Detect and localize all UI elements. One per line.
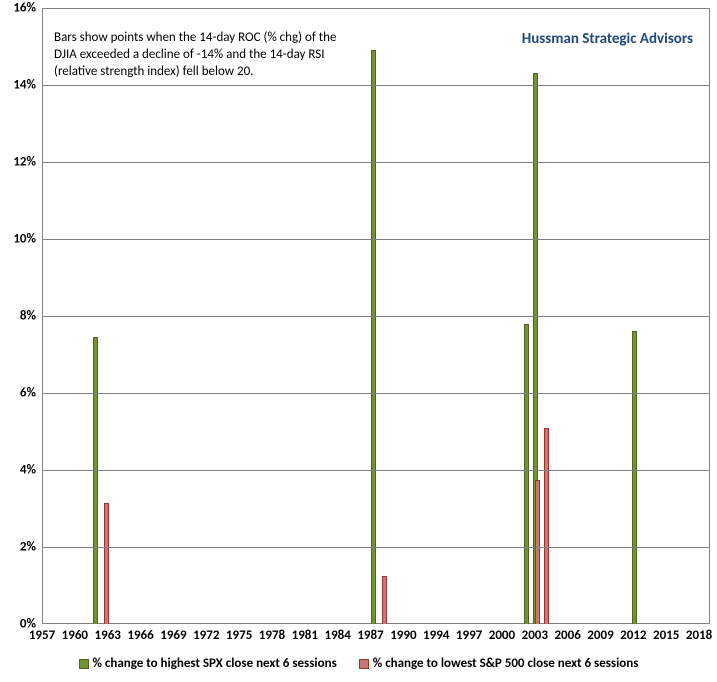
bar-lowest bbox=[544, 428, 549, 624]
x-axis-label: 2012 bbox=[620, 628, 646, 643]
gridline bbox=[43, 162, 709, 163]
legend-item: % change to highest SPX close next 6 ses… bbox=[79, 656, 337, 671]
x-axis-label: 1997 bbox=[456, 628, 482, 643]
x-axis-label: 1987 bbox=[357, 628, 383, 643]
x-axis-label: 2018 bbox=[686, 628, 712, 643]
x-axis-label: 1960 bbox=[62, 628, 88, 643]
y-axis-label: 4% bbox=[2, 463, 36, 478]
gridline bbox=[43, 239, 709, 240]
x-axis-label: 1963 bbox=[95, 628, 121, 643]
legend-label: % change to highest SPX close next 6 ses… bbox=[93, 656, 337, 671]
y-axis-label: 16% bbox=[2, 1, 36, 16]
y-axis-label: 14% bbox=[2, 78, 36, 93]
annotation-credit: Hussman Strategic Advisors bbox=[522, 30, 693, 48]
bar-highest bbox=[524, 324, 529, 624]
y-axis-label: 10% bbox=[2, 232, 36, 247]
legend: % change to highest SPX close next 6 ses… bbox=[0, 656, 717, 671]
x-axis-label: 1981 bbox=[292, 628, 318, 643]
gridline bbox=[43, 316, 709, 317]
x-axis-label: 1957 bbox=[29, 628, 55, 643]
legend-swatch bbox=[79, 659, 89, 669]
x-axis-label: 2000 bbox=[489, 628, 515, 643]
y-axis-label: 8% bbox=[2, 309, 36, 324]
bar-highest bbox=[93, 337, 98, 624]
legend-item: % change to lowest S&P 500 close next 6 … bbox=[359, 656, 639, 671]
bar-lowest bbox=[535, 480, 540, 624]
x-axis-label: 1969 bbox=[160, 628, 186, 643]
y-axis-label: 2% bbox=[2, 540, 36, 555]
bar-lowest bbox=[382, 576, 387, 624]
legend-swatch bbox=[359, 659, 369, 669]
y-axis-label: 12% bbox=[2, 155, 36, 170]
x-axis-label: 1975 bbox=[226, 628, 252, 643]
gridline bbox=[43, 547, 709, 548]
chart-container: Bars show points when the 14-day ROC (% … bbox=[0, 0, 717, 682]
x-axis-label: 2015 bbox=[653, 628, 679, 643]
bar-lowest bbox=[104, 503, 109, 624]
legend-label: % change to lowest S&P 500 close next 6 … bbox=[373, 656, 639, 671]
x-axis-label: 1966 bbox=[127, 628, 153, 643]
x-axis-label: 1972 bbox=[193, 628, 219, 643]
gridline bbox=[43, 470, 709, 471]
x-axis-label: 1984 bbox=[324, 628, 350, 643]
x-axis-label: 2006 bbox=[554, 628, 580, 643]
gridline bbox=[43, 85, 709, 86]
bar-highest bbox=[632, 331, 637, 624]
x-axis-label: 2003 bbox=[522, 628, 548, 643]
x-axis-label: 2009 bbox=[587, 628, 613, 643]
y-axis-label: 6% bbox=[2, 386, 36, 401]
gridline bbox=[43, 393, 709, 394]
annotation-note: Bars show points when the 14-day ROC (% … bbox=[54, 30, 344, 81]
x-axis-label: 1990 bbox=[390, 628, 416, 643]
bar-highest bbox=[371, 50, 376, 624]
x-axis-label: 1978 bbox=[259, 628, 285, 643]
x-axis-label: 1994 bbox=[423, 628, 449, 643]
